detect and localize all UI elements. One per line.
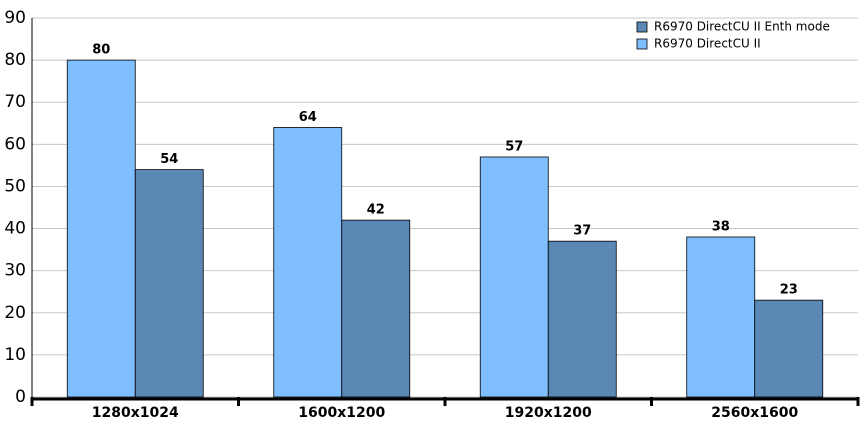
y-tick-label: 70 [4, 92, 26, 112]
legend-swatch [636, 21, 648, 33]
y-tick-label: 80 [4, 50, 26, 70]
value-label: 38 [712, 219, 730, 234]
value-label: 57 [505, 139, 523, 154]
value-label: 54 [160, 152, 178, 167]
y-tick-label: 50 [4, 176, 26, 196]
value-label: 37 [573, 224, 591, 239]
value-label: 80 [92, 43, 110, 58]
legend-label: R6970 DirectCU II [654, 37, 761, 51]
x-tick-label: 2560x1600 [711, 405, 798, 421]
x-tick-label: 1600x1200 [298, 405, 385, 421]
bar [479, 156, 549, 398]
value-label: 42 [367, 203, 385, 218]
value-label: 64 [299, 110, 317, 125]
value-label: 23 [780, 283, 798, 298]
bar [686, 236, 756, 398]
y-tick-label: 30 [4, 261, 26, 281]
y-tick-label: 0 [15, 387, 26, 407]
bar [754, 299, 824, 398]
y-tick-label: 60 [4, 134, 26, 154]
y-tick-label: 20 [4, 303, 26, 323]
x-tick-label: 1920x1200 [505, 405, 592, 421]
legend-label: R6970 DirectCU II Enth mode [654, 20, 830, 34]
bar [273, 127, 343, 398]
bar [134, 169, 204, 398]
y-tick-label: 10 [4, 345, 26, 365]
legend-swatch [636, 38, 648, 50]
y-tick-label: 90 [4, 8, 26, 28]
x-tick-label: 1280x1024 [92, 405, 179, 421]
bar [66, 59, 136, 398]
bar [547, 240, 617, 398]
y-tick-label: 40 [4, 219, 26, 239]
bar [341, 219, 411, 398]
